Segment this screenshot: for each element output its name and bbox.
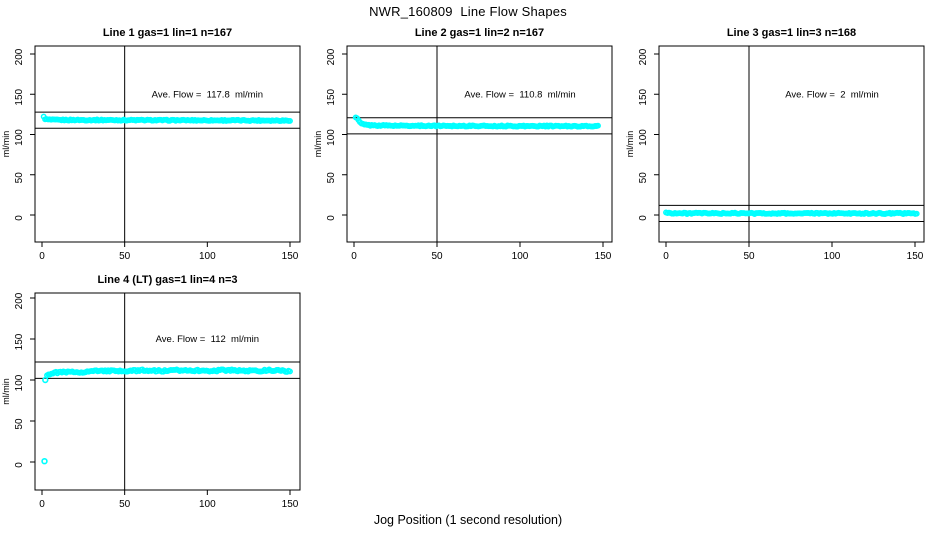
ave-flow-annotation: Ave. Flow = 112 ml/min xyxy=(156,334,259,345)
y-tick-label: 150 xyxy=(326,88,337,105)
x-tick-label: 0 xyxy=(351,251,357,262)
x-tick-label: 0 xyxy=(39,251,45,262)
subplot-4: Line 4 (LT) gas=1 lin=4 n=3 0 50 100 150 0 50 1… xyxy=(1,274,301,510)
y-tick-label: 200 xyxy=(326,48,337,65)
plot-title: Line 1 gas=1 lin=1 n=167 xyxy=(103,27,232,39)
x-tick-label: 100 xyxy=(512,251,529,262)
x-tick-label: 0 xyxy=(39,499,45,510)
y-tick-label: 0 xyxy=(638,215,649,221)
y-tick-label: 100 xyxy=(638,129,649,146)
x-tick-label: 50 xyxy=(119,499,131,510)
y-tick-label: 150 xyxy=(14,333,25,350)
x-tick-label: 150 xyxy=(907,251,924,262)
y-tick-label: 0 xyxy=(14,215,25,221)
data-point xyxy=(913,210,920,217)
x-tick-label: 50 xyxy=(431,251,443,262)
y-tick-label: 50 xyxy=(14,418,25,430)
x-tick-label: 100 xyxy=(199,251,216,262)
data-point xyxy=(595,122,601,129)
ave-flow-annotation: Ave. Flow = 2 ml/min xyxy=(785,89,879,100)
y-tick-label: 0 xyxy=(326,215,337,221)
x-tick-label: 50 xyxy=(119,251,131,262)
y-tick-label: 150 xyxy=(14,88,25,105)
figure-xlabel: Jog Position (1 second resolution) xyxy=(373,513,563,527)
x-tick-label: 50 xyxy=(743,251,755,262)
plot-title: Line 2 gas=1 lin=2 n=167 xyxy=(415,27,544,39)
ave-flow-annotation: Ave. Flow = 110.8 ml/min xyxy=(464,89,575,100)
y-axis-label: ml/min xyxy=(1,131,11,158)
y-tick-label: 50 xyxy=(14,172,25,184)
y-tick-label: 100 xyxy=(14,129,25,146)
outlier-data-point xyxy=(41,458,48,465)
x-tick-label: 100 xyxy=(824,251,841,262)
outlier-data-point xyxy=(42,376,49,384)
data-point xyxy=(287,117,293,124)
ave-flow-annotation: Ave. Flow = 117.8 ml/min xyxy=(152,89,263,100)
y-tick-label: 0 xyxy=(14,462,25,468)
figure-title: NWR_160809 Line Flow Shapes xyxy=(369,4,567,19)
y-tick-label: 100 xyxy=(326,129,337,146)
y-tick-label: 50 xyxy=(326,172,337,184)
y-axis-label: ml/min xyxy=(313,131,323,158)
y-axis-label: ml/min xyxy=(625,131,635,158)
data-point xyxy=(287,368,293,375)
y-tick-label: 50 xyxy=(638,172,649,184)
plot-title: Line 4 (LT) gas=1 lin=4 n=3 xyxy=(97,274,237,286)
y-tick-label: 200 xyxy=(638,48,649,65)
y-tick-label: 200 xyxy=(14,292,25,309)
plot-frame xyxy=(658,45,925,243)
x-tick-label: 100 xyxy=(199,499,216,510)
x-tick-label: 150 xyxy=(595,251,612,262)
y-tick-label: 200 xyxy=(14,48,25,65)
y-tick-label: 100 xyxy=(14,374,25,391)
x-tick-label: 0 xyxy=(663,251,669,262)
y-tick-label: 150 xyxy=(638,88,649,105)
subplot-1: Line 1 gas=1 lin=1 n=167 0 50 100 150 0 50 100 1… xyxy=(1,27,301,262)
plot-frame xyxy=(34,45,301,243)
subplot-3: Line 3 gas=1 lin=3 n=168 0 50 100 150 0 50 100 1… xyxy=(625,27,925,262)
plot-title: Line 3 gas=1 lin=3 n=168 xyxy=(727,27,856,39)
subplot-2: Line 2 gas=1 lin=2 n=167 0 50 100 150 0 50 100 1… xyxy=(313,27,613,262)
plot-frame xyxy=(34,292,301,491)
x-tick-label: 150 xyxy=(282,251,299,262)
plot-frame xyxy=(346,45,613,243)
y-axis-label: ml/min xyxy=(1,378,11,405)
x-tick-label: 150 xyxy=(282,499,299,510)
